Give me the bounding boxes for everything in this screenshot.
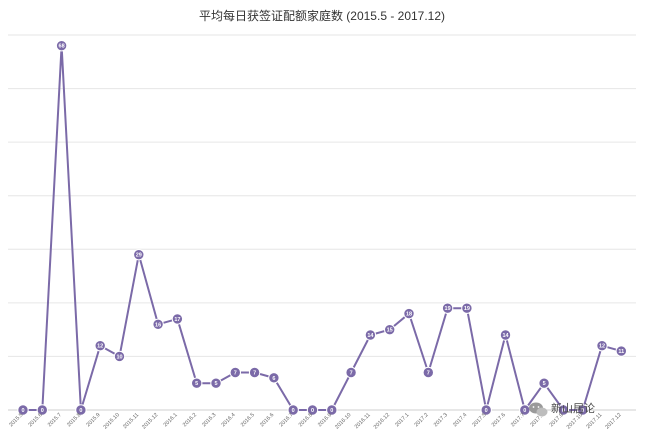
data-point: [55, 40, 68, 52]
data-label: 5: [214, 381, 217, 387]
data-point: [94, 340, 106, 352]
data-point: [210, 377, 222, 389]
data-point: [133, 248, 145, 261]
data-point: [403, 307, 415, 320]
data-label: 0: [79, 408, 82, 414]
data-point: [171, 313, 184, 325]
data-label: 0: [41, 408, 44, 414]
data-point: [480, 404, 492, 416]
data-point: [596, 340, 608, 352]
data-point: [36, 404, 48, 416]
data-label: 18: [406, 312, 412, 318]
data-label: 7: [350, 371, 353, 377]
data-label: 19: [445, 306, 451, 312]
data-label: 6: [272, 376, 275, 382]
data-point: [306, 404, 319, 416]
data-label: 19: [464, 306, 470, 312]
data-point: [384, 323, 396, 336]
data-label: 11: [618, 349, 624, 355]
data-label: 7: [427, 371, 430, 377]
data-point: [615, 345, 627, 357]
data-label: 7: [234, 371, 237, 377]
data-label: 16: [155, 322, 161, 328]
data-point: [441, 302, 454, 314]
data-label: 14: [367, 333, 374, 339]
data-point: [287, 404, 299, 416]
data-label: 14: [502, 333, 509, 339]
data-label: 17: [174, 317, 180, 323]
data-label: 29: [136, 253, 142, 259]
wechat-icon: [529, 402, 548, 417]
data-label: 0: [485, 408, 488, 414]
data-point: [577, 404, 589, 416]
data-point: [113, 350, 126, 363]
data-label: 0: [562, 408, 565, 414]
data-point: [326, 404, 338, 416]
data-label: 0: [311, 408, 314, 414]
data-label: 5: [195, 381, 198, 387]
series-line: [23, 44, 622, 411]
watermark: 新山居论: [529, 401, 595, 417]
data-label: 68: [59, 44, 65, 50]
data-point: [538, 377, 550, 389]
data-point: [248, 366, 261, 379]
data-point: [461, 302, 473, 314]
data-point: [229, 366, 242, 379]
series: 0 0 68 0 12 10 29 16 17 5 5 7 7 6 0 0 0 7 14 15 18 7 19 19 0 14 0 5…: [17, 40, 627, 416]
data-label: 0: [292, 408, 295, 414]
data-point: [75, 404, 87, 416]
data-point: [345, 366, 357, 379]
data-point: [268, 372, 280, 384]
data-point: [422, 366, 434, 379]
data-label: 0: [330, 408, 333, 414]
data-label: 12: [599, 344, 605, 350]
data-label: 10: [116, 354, 122, 360]
data-label: 15: [387, 328, 393, 334]
data-label: 5: [543, 381, 546, 387]
data-point: [364, 329, 377, 341]
data-label: 0: [581, 408, 584, 414]
chart-title: 平均每日获签证配额家庭数 (2015.5 - 2017.12): [199, 8, 445, 23]
data-point: [557, 404, 570, 416]
data-label: 0: [21, 408, 24, 414]
data-point: [152, 318, 164, 330]
watermark-text: 新山居论: [551, 401, 595, 415]
data-point: [499, 329, 512, 341]
data-label: 7: [253, 371, 256, 377]
data-point: [191, 377, 203, 389]
data-point: [17, 404, 29, 416]
data-label: 12: [97, 344, 103, 350]
data-label: 0: [523, 408, 526, 414]
